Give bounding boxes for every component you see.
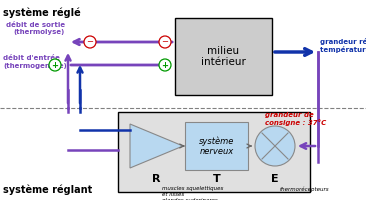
Circle shape (159, 59, 171, 71)
Text: système
nerveux: système nerveux (199, 136, 234, 156)
Text: thermorécepteurs: thermorécepteurs (280, 186, 330, 192)
Text: débit d'entrée
(thermogenèse): débit d'entrée (thermogenèse) (3, 55, 67, 69)
Text: système réglé: système réglé (3, 7, 81, 18)
Text: +: + (52, 60, 59, 70)
Text: +: + (161, 60, 168, 70)
Text: T: T (213, 174, 220, 184)
Text: −: − (86, 38, 93, 46)
Text: milieu
intérieur: milieu intérieur (201, 46, 246, 67)
Text: −: − (161, 38, 168, 46)
Circle shape (255, 126, 295, 166)
Bar (185, 122, 248, 170)
Text: E: E (271, 174, 279, 184)
Text: système réglant: système réglant (3, 184, 92, 195)
Text: grandeur de
consigne : 37°C: grandeur de consigne : 37°C (265, 112, 326, 126)
Circle shape (159, 36, 171, 48)
Bar (118, 112, 310, 192)
Text: R: R (152, 174, 161, 184)
Text: débit de sortie
(thermolyse): débit de sortie (thermolyse) (6, 22, 65, 35)
Bar (175, 18, 272, 95)
Text: muscles squelettiques
et lisses
glandes sudoripares: muscles squelettiques et lisses glandes … (161, 186, 223, 200)
Polygon shape (130, 124, 183, 168)
Circle shape (49, 59, 61, 71)
Circle shape (84, 36, 96, 48)
Text: grandeur réglée :
température centrale: grandeur réglée : température centrale (320, 38, 366, 53)
